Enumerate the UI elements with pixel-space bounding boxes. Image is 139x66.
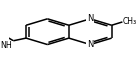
Text: N: N <box>87 40 93 49</box>
Text: NH: NH <box>0 41 12 50</box>
Text: N: N <box>87 14 93 23</box>
Text: CH₃: CH₃ <box>123 17 137 26</box>
